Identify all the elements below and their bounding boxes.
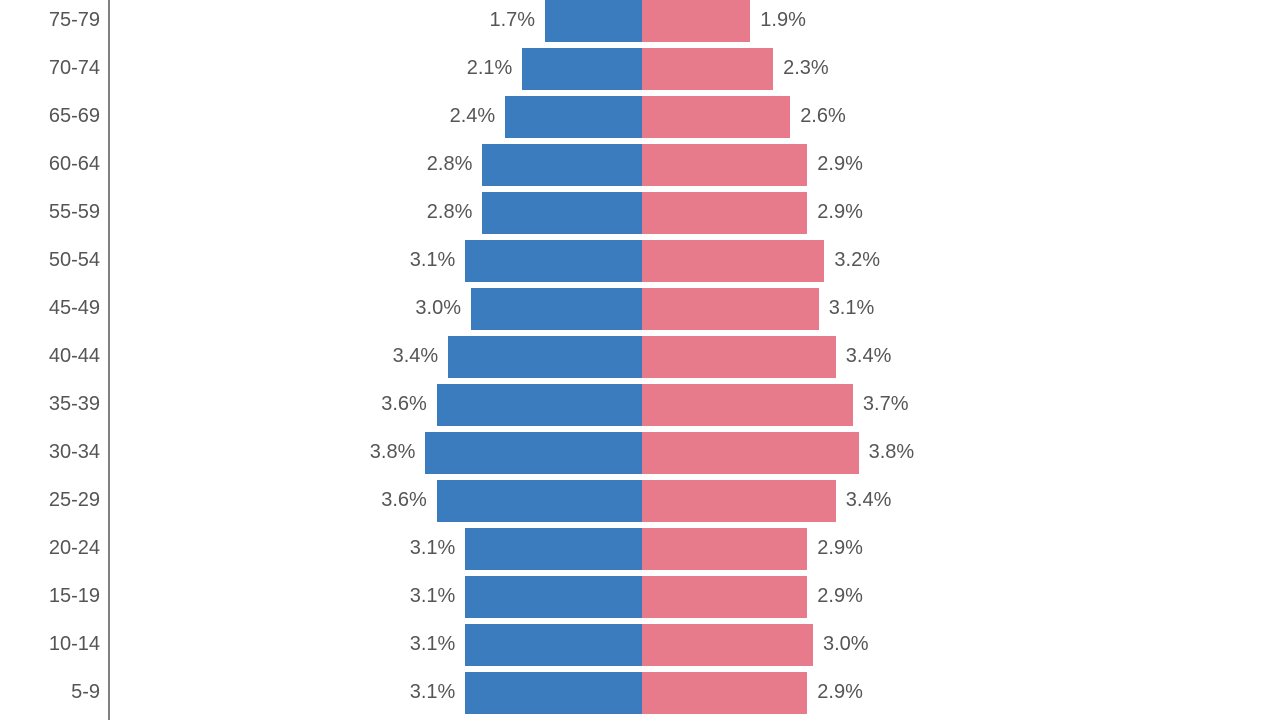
left-value-label: 3.6%	[347, 382, 427, 426]
left-value-label: 3.1%	[375, 670, 455, 714]
right-value-label: 3.8%	[869, 430, 949, 474]
right-value-label: 3.4%	[846, 334, 926, 378]
left-value-label: 2.8%	[392, 190, 472, 234]
left-bar	[465, 238, 642, 282]
right-bar	[642, 0, 750, 42]
left-bar	[545, 0, 642, 42]
right-value-label: 2.6%	[800, 94, 880, 138]
pyramid-row: 45-49 3.0% 3.1%	[0, 286, 1279, 330]
age-label: 40-44	[20, 334, 100, 378]
right-bar	[642, 670, 807, 714]
left-bar	[482, 190, 642, 234]
age-label: 70-74	[20, 46, 100, 90]
left-bar	[437, 478, 642, 522]
right-bar	[642, 46, 773, 90]
pyramid-row: 55-59 2.8% 2.9%	[0, 190, 1279, 234]
pyramid-row: 40-44 3.4% 3.4%	[0, 334, 1279, 378]
left-bar	[465, 670, 642, 714]
right-bar	[642, 334, 836, 378]
pyramid-row: 75-79 1.7% 1.9%	[0, 0, 1279, 42]
age-label: 65-69	[20, 94, 100, 138]
right-value-label: 2.9%	[817, 526, 897, 570]
age-label: 15-19	[20, 574, 100, 618]
right-bar	[642, 382, 853, 426]
left-value-label: 1.7%	[455, 0, 535, 42]
right-value-label: 3.2%	[834, 238, 914, 282]
pyramid-row: 25-29 3.6% 3.4%	[0, 478, 1279, 522]
pyramid-row: 15-19 3.1% 2.9%	[0, 574, 1279, 618]
age-label: 30-34	[20, 430, 100, 474]
age-label: 20-24	[20, 526, 100, 570]
right-bar	[642, 94, 790, 138]
age-label: 25-29	[20, 478, 100, 522]
pyramid-row: 50-54 3.1% 3.2%	[0, 238, 1279, 282]
right-value-label: 2.9%	[817, 574, 897, 618]
right-bar	[642, 430, 859, 474]
age-label: 5-9	[20, 670, 100, 714]
pyramid-row: 20-24 3.1% 2.9%	[0, 526, 1279, 570]
left-bar	[465, 622, 642, 666]
right-value-label: 1.9%	[760, 0, 840, 42]
right-value-label: 2.9%	[817, 142, 897, 186]
left-value-label: 3.4%	[358, 334, 438, 378]
left-value-label: 3.1%	[375, 574, 455, 618]
left-bar	[471, 286, 642, 330]
left-value-label: 2.1%	[432, 46, 512, 90]
age-label: 45-49	[20, 286, 100, 330]
left-bar	[425, 430, 642, 474]
pyramid-row: 60-64 2.8% 2.9%	[0, 142, 1279, 186]
right-value-label: 3.4%	[846, 478, 926, 522]
right-value-label: 3.7%	[863, 382, 943, 426]
left-bar	[505, 94, 642, 138]
right-bar	[642, 526, 807, 570]
age-label: 50-54	[20, 238, 100, 282]
right-bar	[642, 238, 824, 282]
left-value-label: 3.1%	[375, 526, 455, 570]
right-bar	[642, 622, 813, 666]
pyramid-row: 35-39 3.6% 3.7%	[0, 382, 1279, 426]
pyramid-row: 70-74 2.1% 2.3%	[0, 46, 1279, 90]
right-bar	[642, 478, 836, 522]
right-value-label: 2.3%	[783, 46, 863, 90]
left-value-label: 3.1%	[375, 622, 455, 666]
population-pyramid-chart: 75-791.7%1.9%70-742.1%2.3%65-692.4%2.6%6…	[0, 0, 1279, 720]
age-label: 60-64	[20, 142, 100, 186]
age-label: 75-79	[20, 0, 100, 42]
right-bar	[642, 286, 819, 330]
left-value-label: 2.8%	[392, 142, 472, 186]
age-label: 55-59	[20, 190, 100, 234]
right-bar	[642, 142, 807, 186]
left-value-label: 3.0%	[381, 286, 461, 330]
right-value-label: 3.1%	[829, 286, 909, 330]
pyramid-row: 30-34 3.8% 3.8%	[0, 430, 1279, 474]
age-label: 10-14	[20, 622, 100, 666]
right-bar	[642, 574, 807, 618]
left-bar	[482, 142, 642, 186]
age-label: 35-39	[20, 382, 100, 426]
pyramid-row: 65-69 2.4% 2.6%	[0, 94, 1279, 138]
left-bar	[437, 382, 642, 426]
pyramid-row: 10-14 3.1% 3.0%	[0, 622, 1279, 666]
left-bar	[522, 46, 642, 90]
left-bar	[465, 574, 642, 618]
left-value-label: 2.4%	[415, 94, 495, 138]
left-bar	[465, 526, 642, 570]
left-value-label: 3.8%	[335, 430, 415, 474]
left-value-label: 3.1%	[375, 238, 455, 282]
right-value-label: 3.0%	[823, 622, 903, 666]
right-bar	[642, 190, 807, 234]
left-value-label: 3.6%	[347, 478, 427, 522]
right-value-label: 2.9%	[817, 190, 897, 234]
left-bar	[448, 334, 642, 378]
pyramid-row: 5-9 3.1% 2.9%	[0, 670, 1279, 714]
right-value-label: 2.9%	[817, 670, 897, 714]
